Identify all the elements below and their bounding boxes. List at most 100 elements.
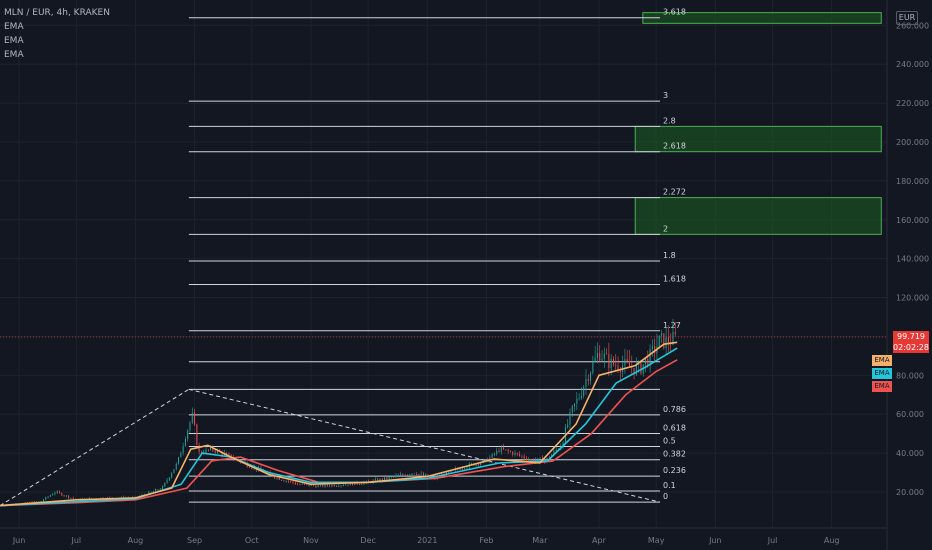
candle-body — [484, 459, 486, 461]
candle-body — [546, 457, 548, 460]
x-tick-label: Apr — [592, 536, 607, 545]
x-tick-label: Nov — [303, 536, 319, 545]
candle-body — [210, 447, 212, 450]
ema-tag-3: EMA — [872, 381, 892, 392]
candle-body — [628, 361, 630, 367]
indicator-ema-1[interactable]: EMA — [4, 22, 24, 32]
fib-level-label: 2.8 — [663, 116, 676, 125]
candle-body — [52, 494, 54, 496]
candle-body — [331, 485, 333, 487]
x-tick-label: Jul — [70, 536, 81, 545]
candle-body — [574, 403, 576, 406]
bar-countdown: 02:02:28 — [893, 343, 929, 352]
candle-body — [505, 449, 507, 451]
fib-level-label: 1.27 — [663, 321, 681, 330]
candle-body — [645, 358, 647, 365]
candle-body — [640, 362, 642, 374]
candle-body — [155, 489, 157, 492]
candle-body — [658, 335, 660, 347]
candle-body — [287, 481, 289, 482]
candle-body — [555, 449, 557, 452]
currency-label[interactable]: EUR — [896, 11, 918, 25]
candle-body — [404, 474, 406, 476]
candle-body — [249, 466, 251, 468]
candle-body — [384, 477, 386, 480]
candle-body — [319, 484, 321, 486]
candle-body — [228, 453, 230, 455]
last-price-tag: 99.719 02:02:28 — [893, 331, 929, 353]
candle-body — [324, 484, 326, 487]
candle-body — [150, 491, 152, 493]
x-tick-label: May — [648, 536, 665, 545]
candle-body — [363, 482, 365, 485]
candle-body — [651, 346, 653, 349]
fib-level-label: 0.618 — [663, 423, 686, 432]
candle-body — [374, 479, 376, 481]
y-tick-label: 120.000 — [896, 294, 929, 303]
candle-body — [626, 359, 628, 362]
candle-body — [601, 358, 603, 361]
fib-level-label: 0.382 — [663, 450, 686, 459]
candle-body — [175, 463, 177, 470]
candle-body — [411, 473, 413, 475]
candle-body — [512, 452, 514, 455]
candle-body — [45, 497, 47, 500]
candle-body — [152, 491, 154, 493]
candle-body — [528, 459, 530, 461]
candle-body — [612, 358, 614, 365]
candle-body — [290, 481, 292, 483]
last-price-value: 99.719 — [897, 332, 925, 341]
trend-line — [188, 388, 661, 503]
candle-body — [537, 458, 539, 461]
candle-body — [205, 449, 207, 454]
candle-body — [212, 447, 214, 451]
ema-lines — [0, 341, 678, 507]
candle-body — [617, 365, 619, 371]
candle-body — [283, 480, 285, 482]
candle-body — [480, 462, 482, 465]
candle-body — [672, 332, 674, 345]
symbol-title[interactable]: MLN / EUR, 4h, KRAKEN — [4, 8, 110, 18]
candle-body — [354, 482, 356, 486]
candle-body — [503, 447, 505, 450]
candle-body — [633, 367, 635, 375]
x-tick-label: Jun — [12, 536, 26, 545]
ema-mid-line — [0, 347, 678, 507]
y-tick-label: 140.000 — [896, 255, 929, 264]
y-tick-label: 260.000 — [896, 21, 929, 30]
candle-body — [159, 489, 161, 491]
candle-body — [603, 353, 605, 359]
candle-body — [665, 337, 667, 349]
x-tick-label: 2021 — [417, 536, 437, 545]
y-tick-label: 80.000 — [896, 371, 924, 380]
candle-body — [418, 473, 420, 475]
x-tick-label: Aug — [128, 536, 144, 545]
candle-body — [200, 451, 202, 454]
trend-line — [0, 388, 190, 507]
indicator-ema-2[interactable]: EMA — [4, 36, 24, 46]
candle-body — [402, 474, 404, 476]
candle-body — [308, 484, 310, 486]
y-tick-label: 180.000 — [896, 177, 929, 186]
candle-body — [491, 454, 493, 458]
candle-body — [207, 449, 209, 451]
fib-level-label: 0.786 — [663, 405, 686, 414]
indicator-ema-3[interactable]: EMA — [4, 50, 24, 60]
candle-body — [306, 484, 308, 486]
candle-body — [276, 477, 278, 479]
candle-body — [178, 457, 180, 464]
candle-body — [539, 457, 541, 459]
candle-body — [409, 474, 411, 476]
candle-body — [397, 475, 399, 476]
candle-body — [173, 469, 175, 474]
candle-body — [49, 495, 51, 497]
fib-level-label: 0.5 — [663, 437, 676, 446]
candle-body — [674, 332, 676, 334]
fib-level-label: 0.236 — [663, 466, 686, 475]
candle-body — [580, 395, 582, 399]
candle-body — [477, 463, 479, 465]
candle-body — [171, 473, 173, 478]
candle-body — [661, 333, 663, 336]
candle-body — [120, 497, 122, 498]
